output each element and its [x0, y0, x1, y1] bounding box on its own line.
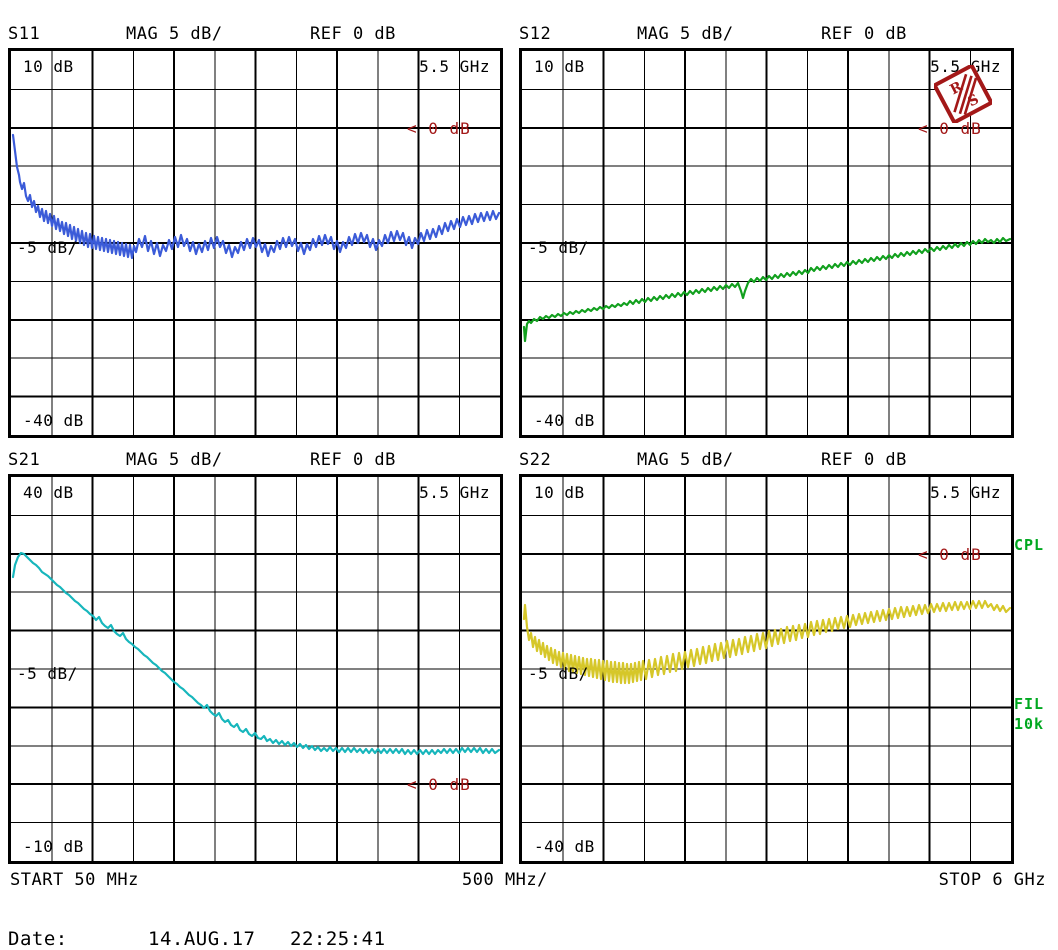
- graticule-s11[interactable]: 10 dB 5.5 GHz -5 dB/ -40 dB < 0 dB: [8, 48, 503, 438]
- grid-and-trace-s11: [11, 51, 500, 435]
- channel-panel-s11[interactable]: S11 MAG 5 dB/ REF 0 dB: [0, 22, 510, 442]
- channel-header-s22: S22 MAG 5 dB/ REF 0 dB: [511, 448, 1021, 474]
- scale-per-div-label-s11: -5 dB/: [17, 238, 78, 257]
- channel-header-s21: S21 MAG 5 dB/ REF 0 dB: [0, 448, 510, 474]
- scale-per-div-label-s12: -5 dB/: [528, 238, 589, 257]
- scale-bottom-label-s22: -40 dB: [534, 837, 595, 856]
- channel-panel-s12[interactable]: S12 MAG 5 dB/ REF 0 dB: [511, 22, 1021, 442]
- channel-format-label-s12: MAG 5 dB/: [637, 24, 734, 44]
- ref-marker-s22[interactable]: < 0 dB: [918, 545, 982, 564]
- channel-param-label-s11: S11: [8, 24, 41, 44]
- graticule-s12[interactable]: 10 dB 5.5 GHz -5 dB/ -40 dB < 0 dB: [519, 48, 1014, 438]
- coupling-indicator[interactable]: CPL: [1014, 535, 1044, 555]
- channel-param-label-s21: S21: [8, 450, 41, 470]
- grid-and-trace-s21: [11, 477, 500, 861]
- graticule-s22[interactable]: 10 dB 5.5 GHz -5 dB/ -40 dB < 0 dB: [519, 474, 1014, 864]
- channel-panel-s22[interactable]: S22 MAG 5 dB/ REF 0 dB: [511, 448, 1021, 868]
- stop-freq-label-s22: 5.5 GHz: [930, 483, 1001, 502]
- scale-top-label-s21: 40 dB: [23, 483, 74, 502]
- grid-and-trace-s22: [522, 477, 1011, 861]
- scale-top-label-s12: 10 dB: [534, 57, 585, 76]
- channel-ref-label-s21: REF 0 dB: [310, 450, 396, 470]
- scale-top-label-s22: 10 dB: [534, 483, 585, 502]
- ref-marker-s21[interactable]: < 0 dB: [407, 775, 471, 794]
- channel-ref-label-s12: REF 0 dB: [821, 24, 907, 44]
- channel-header-s11: S11 MAG 5 dB/ REF 0 dB: [0, 22, 510, 48]
- stop-freq-label-s21: 5.5 GHz: [419, 483, 490, 502]
- stop-frequency-label[interactable]: STOP 6 GHz: [938, 870, 1046, 890]
- filter-indicator[interactable]: FIL 10k: [1014, 694, 1044, 734]
- channel-ref-label-s11: REF 0 dB: [310, 24, 396, 44]
- scale-per-div-label-s22: -5 dB/: [528, 664, 589, 683]
- channel-param-label-s22: S22: [519, 450, 552, 470]
- scale-per-div-label-s21: -5 dB/: [17, 664, 78, 683]
- coupling-label: CPL: [1014, 536, 1045, 554]
- start-frequency-label[interactable]: START 50 MHz: [10, 870, 139, 890]
- channel-ref-label-s22: REF 0 dB: [821, 450, 907, 470]
- channel-format-label-s11: MAG 5 dB/: [126, 24, 223, 44]
- date-label: Date:: [8, 928, 68, 950]
- date-value: 14.AUG.17: [148, 928, 256, 950]
- rohde-schwarz-logo-icon: R S: [934, 65, 992, 123]
- scale-top-label-s11: 10 dB: [23, 57, 74, 76]
- scale-bottom-label-s21: -10 dB: [23, 837, 84, 856]
- graticule-s21[interactable]: 40 dB 5.5 GHz -5 dB/ -10 dB < 0 dB: [8, 474, 503, 864]
- channel-param-label-s12: S12: [519, 24, 552, 44]
- time-value: 22:25:41: [290, 928, 386, 950]
- channel-format-label-s21: MAG 5 dB/: [126, 450, 223, 470]
- grid-and-trace-s12: [522, 51, 1011, 435]
- channel-format-label-s22: MAG 5 dB/: [637, 450, 734, 470]
- channel-header-s12: S12 MAG 5 dB/ REF 0 dB: [511, 22, 1021, 48]
- ref-marker-s11[interactable]: < 0 dB: [407, 119, 471, 138]
- span-per-division-label[interactable]: 500 MHz/: [462, 870, 548, 890]
- filter-label: FIL: [1014, 695, 1045, 713]
- stop-freq-label-s12: 5.5 GHz: [930, 57, 1001, 76]
- scale-bottom-label-s11: -40 dB: [23, 411, 84, 430]
- ref-marker-s12[interactable]: < 0 dB: [918, 119, 982, 138]
- scale-bottom-label-s12: -40 dB: [534, 411, 595, 430]
- stop-freq-label-s11: 5.5 GHz: [419, 57, 490, 76]
- channel-panel-s21[interactable]: S21 MAG 5 dB/ REF 0 dB: [0, 448, 510, 868]
- filter-value: 10k: [1014, 715, 1045, 733]
